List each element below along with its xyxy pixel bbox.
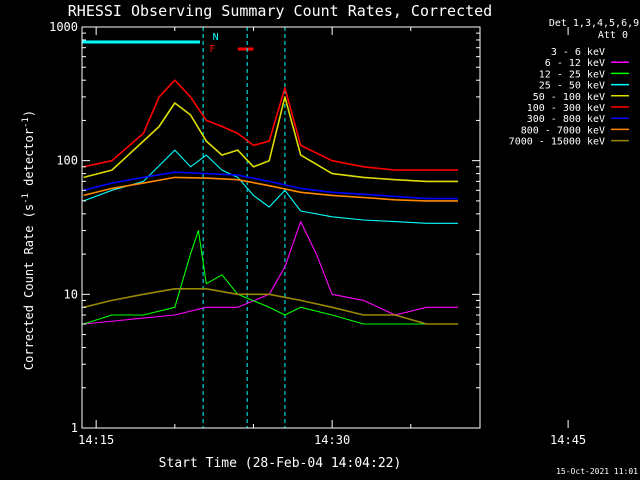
series-line-5 xyxy=(83,79,458,171)
chart-title: RHESSI Observing Summary Count Rates, Co… xyxy=(68,2,492,20)
flag-markers: NF xyxy=(202,27,286,428)
y-tick-label: 1000 xyxy=(49,20,78,34)
legend-header-line1: Det 1,3,4,5,6,9, xyxy=(549,18,640,29)
x-tick-label: 14:15 xyxy=(78,433,114,447)
y-tick-label: 10 xyxy=(64,287,78,301)
series-line-0 xyxy=(83,323,459,469)
series-line-4 xyxy=(83,96,458,183)
series-line-3 xyxy=(83,149,458,224)
series-line-8 xyxy=(83,287,458,325)
legend-label-8: 7000 - 15000 keV xyxy=(509,137,605,148)
y-axis-label-exp1: -1 xyxy=(21,193,31,204)
flag-label-n: N xyxy=(213,32,219,43)
plot-background xyxy=(82,27,480,428)
legend-label-6: 300 - 800 keV xyxy=(527,114,605,125)
flag-label-f: F xyxy=(209,44,215,55)
legend-header-line2: Att 0 xyxy=(598,30,628,41)
legend-label-7: 800 - 7000 keV xyxy=(521,125,605,136)
timestamp: 15-Oct-2021 11:01 xyxy=(556,467,638,476)
y-tick-label: 100 xyxy=(56,154,78,168)
y-axis-label: Corrected Count Rate (s-1 detector-1) xyxy=(21,110,36,370)
plot-frame xyxy=(81,26,481,429)
attenuator-state-bars xyxy=(82,40,254,51)
series-line-6 xyxy=(83,171,458,200)
y-tick-label: 1 xyxy=(71,421,78,435)
x-tick-label: 14:45 xyxy=(550,433,586,447)
y-axis-label-close: ) xyxy=(22,110,36,117)
y-axis-label-main: Corrected Count Rate (s xyxy=(22,204,36,370)
legend-label-3: 25 - 50 keV xyxy=(539,81,605,92)
y-axis-label-tail: detector xyxy=(22,128,36,193)
x-tick-label: 14:30 xyxy=(314,433,350,447)
legend-label-2: 12 - 25 keV xyxy=(539,69,605,80)
legend-label-5: 100 - 300 keV xyxy=(527,103,605,114)
plot-area xyxy=(82,27,480,428)
x-axis-label: Start Time (28-Feb-04 14:04:22) xyxy=(159,456,402,471)
series-lines xyxy=(83,79,459,469)
legend-label-1: 6 - 12 keV xyxy=(545,58,605,69)
y-axis-label-exp2: -1 xyxy=(21,117,31,128)
legend-label-0: 3 - 6 keV xyxy=(551,47,605,58)
legend-label-4: 50 - 100 keV xyxy=(533,92,605,103)
series-line-7 xyxy=(83,176,458,202)
